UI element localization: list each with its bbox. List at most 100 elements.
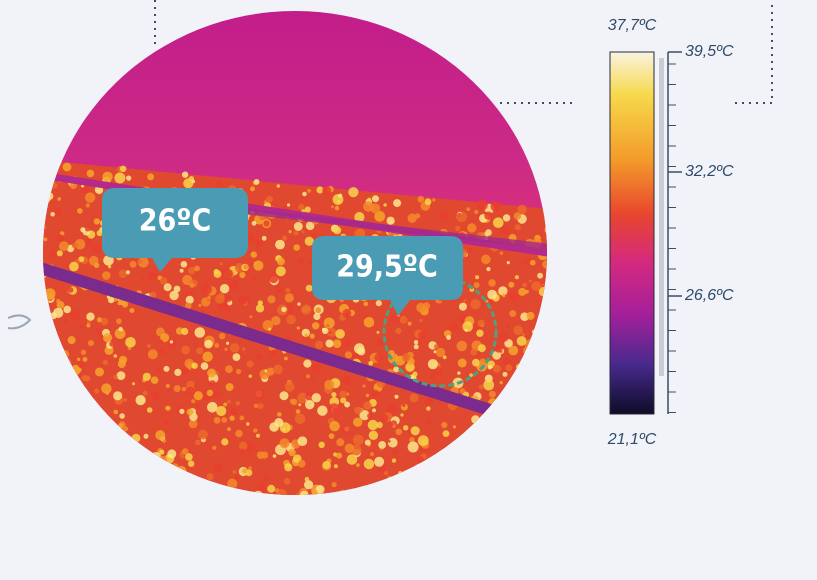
hot-spot (334, 464, 338, 468)
hot-spot (196, 347, 203, 354)
hot-spot (312, 393, 321, 402)
hot-spot (72, 243, 78, 249)
hot-spot (80, 227, 85, 232)
hot-spot (369, 431, 378, 440)
hot-spot (469, 247, 473, 251)
hot-spot (269, 274, 279, 284)
hot-spot (97, 317, 102, 322)
hot-spot (552, 220, 560, 228)
hot-spot (254, 389, 265, 400)
hot-spot (392, 425, 395, 428)
hot-spot (457, 341, 468, 352)
hot-spot (254, 179, 260, 185)
hot-spot (227, 479, 237, 489)
hot-spot (553, 222, 562, 231)
hot-spot (425, 198, 432, 205)
hot-spot (138, 259, 143, 264)
hot-spot (238, 295, 248, 305)
hot-spot (297, 326, 300, 329)
hot-spot (348, 187, 358, 197)
hot-spot (167, 449, 176, 458)
hot-spot (419, 319, 422, 322)
hot-spot (367, 413, 373, 419)
hot-spot (500, 480, 510, 490)
hot-spot (86, 203, 90, 207)
hot-spot (277, 184, 280, 187)
hot-spot (43, 430, 47, 434)
hot-spot (226, 383, 234, 391)
hot-spot (502, 294, 506, 298)
hot-spot (121, 476, 125, 480)
hot-spot (242, 348, 245, 351)
hot-spot (164, 419, 169, 424)
hot-spot (465, 329, 468, 332)
hot-spot (296, 409, 301, 414)
hot-spot (99, 466, 108, 475)
hot-spot (132, 434, 141, 443)
hot-spot (47, 428, 56, 437)
hot-spot (274, 418, 283, 427)
hot-spot (119, 327, 123, 331)
hot-spot (306, 374, 310, 378)
hot-spot (270, 350, 276, 356)
hot-spot (284, 463, 292, 471)
hot-spot (514, 212, 521, 219)
hot-spot (242, 468, 247, 473)
hot-spot (100, 486, 111, 497)
hot-spot (392, 450, 397, 455)
hot-spot (119, 356, 127, 364)
hot-spot (402, 353, 410, 361)
hot-spot (317, 406, 327, 416)
hot-spot (123, 450, 133, 460)
hot-spot (310, 499, 317, 506)
hot-spot (519, 407, 527, 415)
hot-spot (147, 407, 153, 413)
hot-spot (250, 186, 255, 191)
hot-spot (284, 478, 291, 485)
hot-spot (423, 302, 430, 309)
hot-spot (67, 507, 72, 512)
hot-spot (207, 296, 211, 300)
hot-spot (443, 430, 450, 437)
hot-spot (182, 448, 189, 455)
hot-spot (301, 230, 304, 233)
hot-spot (544, 295, 551, 302)
hot-spot (52, 438, 59, 445)
hot-spot (119, 413, 125, 419)
hot-spot (462, 467, 468, 473)
hot-spot (193, 343, 198, 348)
hot-spot (90, 480, 98, 488)
hot-spot (534, 431, 539, 436)
hot-spot (103, 360, 108, 365)
scale-range-bar (659, 58, 664, 376)
hot-spot (182, 387, 186, 391)
hot-spot (275, 488, 280, 493)
hot-spot (221, 438, 228, 445)
hot-spot (147, 344, 151, 348)
hot-spot (286, 315, 296, 325)
hot-spot (122, 483, 131, 492)
hot-spot (87, 409, 98, 420)
hot-spot (544, 428, 547, 431)
hot-spot (553, 298, 561, 306)
hot-spot (467, 223, 476, 232)
hot-spot (438, 487, 445, 494)
hot-spot (408, 430, 412, 434)
hot-spot (549, 458, 558, 467)
hot-spot (173, 505, 184, 516)
hot-spot (508, 390, 519, 401)
hot-spot (57, 197, 61, 201)
hot-spot (143, 391, 148, 396)
hot-spot (189, 283, 194, 288)
hot-spot (368, 361, 373, 366)
hot-spot (402, 498, 412, 508)
hot-spot (466, 207, 470, 211)
hot-spot (50, 499, 60, 509)
scale-max-label: 37,7ºC (608, 17, 657, 34)
hot-spot (512, 500, 519, 507)
callout-text: 29,5ºC (336, 250, 438, 285)
hot-spot (479, 483, 485, 489)
hot-spot (236, 369, 241, 374)
hot-spot (493, 217, 504, 228)
hot-spot (280, 391, 289, 400)
